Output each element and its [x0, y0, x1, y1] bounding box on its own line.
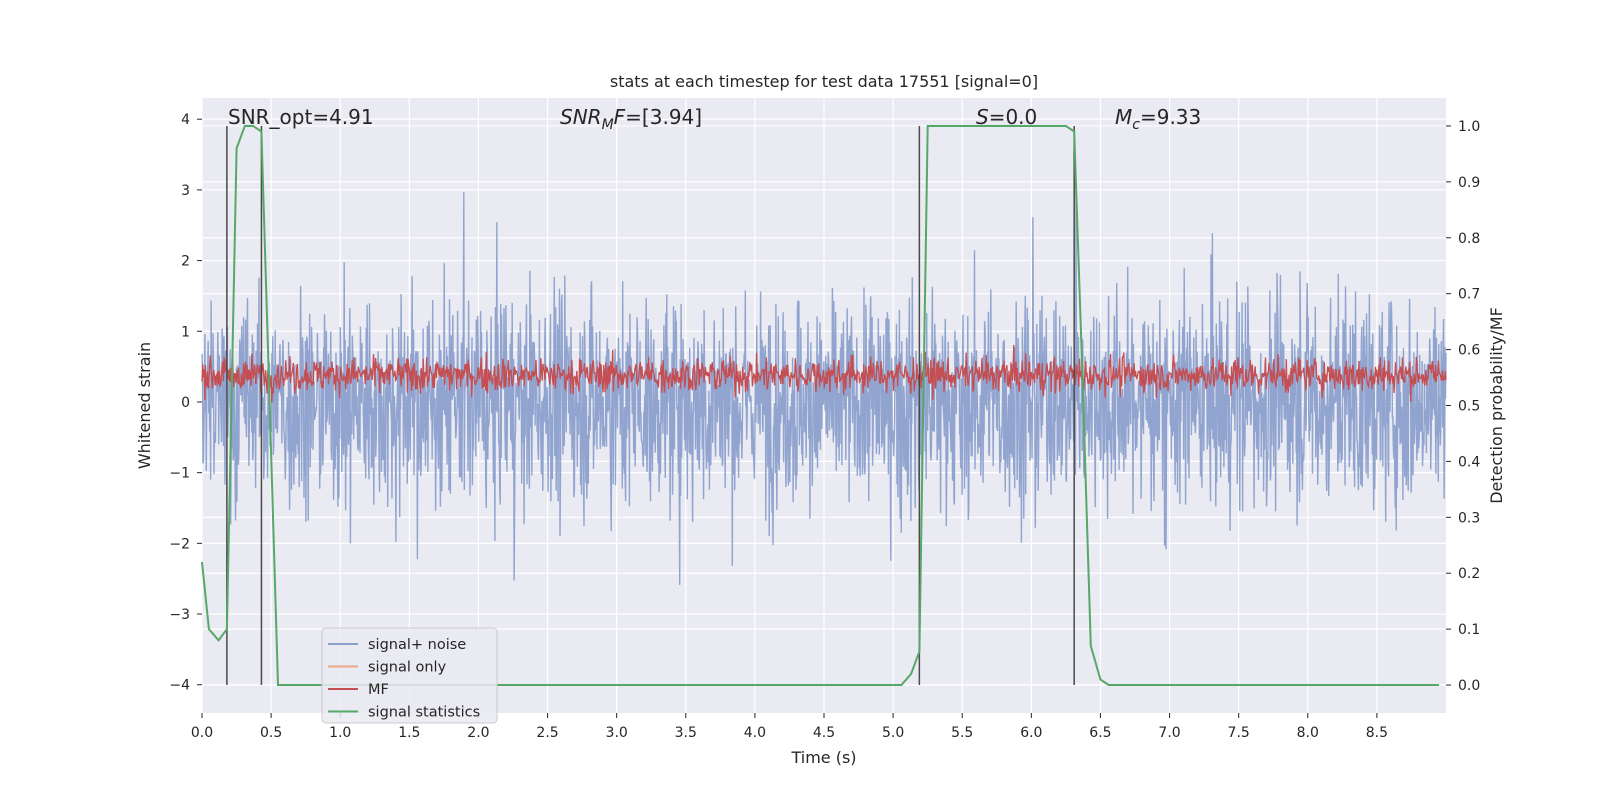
- grid-layer: [201, 98, 1446, 713]
- y2-tick-label: 1.0: [1458, 119, 1480, 135]
- y-tick-label: 0: [181, 395, 190, 411]
- annotation-s-value: S=0.0: [976, 105, 1037, 129]
- x-tick-label: 2.5: [536, 725, 558, 741]
- y2-tick-label: 0.5: [1458, 399, 1480, 415]
- x-tick-label: 3.5: [675, 725, 697, 741]
- y-tick-label: −3: [169, 607, 190, 623]
- x-tick-label: 6.0: [1020, 725, 1042, 741]
- legend-box: [321, 627, 498, 724]
- x-tick-label: 8.0: [1297, 725, 1319, 741]
- x-tick-label: 1.5: [398, 725, 420, 741]
- legend: signal+ noise signal only MF signal statist…: [321, 627, 498, 724]
- y2-tick-label: 0.1: [1458, 622, 1480, 638]
- x-tick-label: 1.0: [329, 725, 351, 741]
- legend-label: signal statistics: [368, 705, 480, 721]
- y-tick-label: −1: [169, 466, 190, 482]
- x-tick-label: 4.5: [813, 725, 835, 741]
- y-axis-label: Whitened strain: [135, 342, 154, 469]
- chart-title: stats at each timestep for test data 175…: [610, 72, 1038, 91]
- y2-tick-label: 0.7: [1458, 287, 1480, 303]
- mf-line: [201, 344, 1447, 403]
- mf-series: [201, 344, 1447, 403]
- axes-layer: 0.0 0.5 1.0 1.5 2.0 2.5 3.0 3.5 4.0 4.5 5.0 5.5 6.0 6…: [169, 112, 1480, 741]
- legend-label: signal+ noise: [368, 637, 466, 653]
- y2-tick-label: 0.4: [1458, 454, 1480, 470]
- x-tick-label: 2.0: [467, 725, 489, 741]
- y-tick-label: 3: [181, 183, 190, 199]
- annotation-mc-value: Mc=9.33: [1115, 105, 1201, 133]
- x-tick-label: 4.0: [744, 725, 766, 741]
- annotation-snr-mf: SNRMF=[3.94]: [560, 105, 702, 133]
- legend-label: MF: [368, 682, 389, 698]
- signal-statistics-series: [201, 125, 1440, 686]
- y2-tick-label: 0.0: [1458, 678, 1480, 694]
- x-tick-label: 6.5: [1089, 725, 1111, 741]
- x-tick-label: 5.5: [951, 725, 973, 741]
- annotation-snr-opt: SNR_opt=4.91: [228, 105, 374, 129]
- legend-label: signal only: [368, 660, 447, 676]
- y2-tick-label: 0.9: [1458, 175, 1480, 191]
- y2-tick-label: 0.3: [1458, 510, 1480, 526]
- x-tick-label: 0.5: [260, 725, 282, 741]
- x-tick-label: 3.0: [606, 725, 628, 741]
- x-tick-label: 5.0: [882, 725, 904, 741]
- y-tick-label: 4: [181, 112, 190, 128]
- annotations: SNR_opt=4.91 SNRMF=[3.94] S=0.0 Mc=9.33: [228, 105, 1201, 133]
- x-tick-label: 8.5: [1366, 725, 1388, 741]
- y2-tick-label: 0.8: [1458, 231, 1480, 247]
- signal-statistics-line: [201, 125, 1440, 686]
- y-tick-label: −4: [169, 678, 190, 694]
- y-tick-label: 2: [181, 254, 190, 270]
- x-tick-label: 0.0: [191, 725, 213, 741]
- y2-tick-label: 0.6: [1458, 343, 1480, 359]
- y-tick-label: −2: [169, 536, 190, 552]
- x-tick-label: 7.0: [1158, 725, 1180, 741]
- x-tick-label: 7.5: [1228, 725, 1250, 741]
- y2-tick-label: 0.2: [1458, 566, 1480, 582]
- y-tick-label: 1: [181, 324, 190, 340]
- y2-axis-label: Detection probability/MF: [1487, 307, 1506, 504]
- x-axis-label: Time (s): [790, 748, 856, 767]
